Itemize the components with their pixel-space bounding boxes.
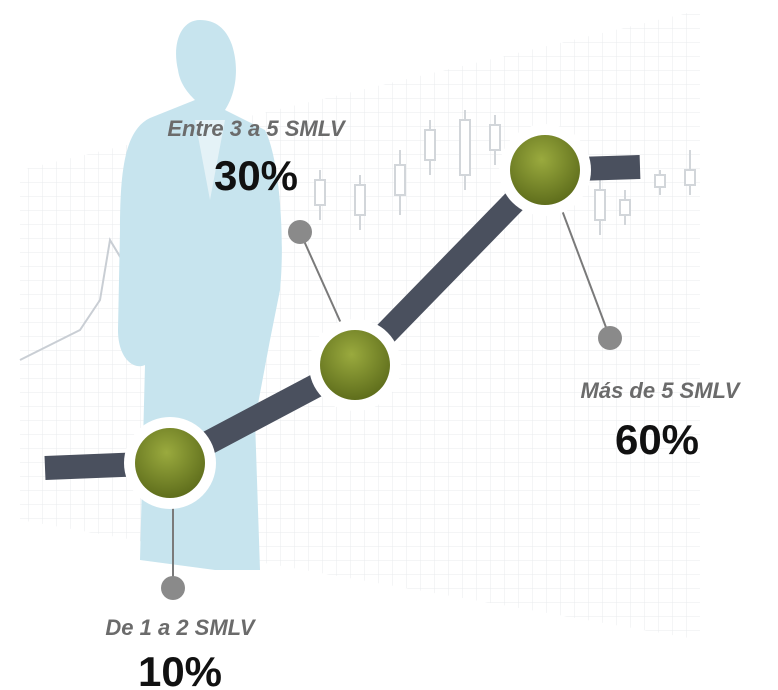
item-label: Entre 3 a 5 SMLV — [167, 116, 347, 141]
leaders — [161, 164, 622, 600]
item-value: 60% — [615, 416, 699, 463]
item-label: De 1 a 2 SMLV — [105, 615, 257, 640]
item-value: 10% — [138, 648, 222, 690]
item-value: 30% — [214, 152, 298, 199]
nodes — [124, 124, 591, 509]
item-label: Más de 5 SMLV — [581, 378, 742, 403]
